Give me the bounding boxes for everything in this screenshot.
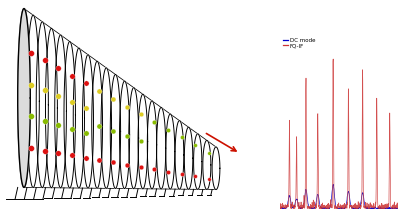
Point xyxy=(96,124,103,127)
Point xyxy=(110,97,116,101)
Point xyxy=(28,115,34,118)
Polygon shape xyxy=(110,75,120,189)
Polygon shape xyxy=(129,88,139,189)
Polygon shape xyxy=(120,81,130,189)
Polygon shape xyxy=(156,107,166,189)
Point xyxy=(28,83,34,86)
Polygon shape xyxy=(101,68,112,188)
Point xyxy=(69,74,75,77)
Point xyxy=(137,139,144,142)
Polygon shape xyxy=(64,42,76,188)
Point xyxy=(192,175,199,178)
Point xyxy=(165,170,171,173)
Point xyxy=(192,143,199,147)
Polygon shape xyxy=(82,55,94,188)
Point xyxy=(151,168,158,171)
Point xyxy=(137,112,144,116)
Point xyxy=(55,123,62,126)
Point xyxy=(124,163,130,167)
Point xyxy=(69,127,75,131)
Point xyxy=(124,134,130,137)
Point xyxy=(151,120,158,124)
Point xyxy=(55,95,62,98)
Point xyxy=(137,165,144,169)
Point xyxy=(96,158,103,162)
Polygon shape xyxy=(212,147,220,190)
Polygon shape xyxy=(36,22,48,188)
Legend: DC mode, FQ-IF: DC mode, FQ-IF xyxy=(283,38,316,48)
Point xyxy=(165,128,171,131)
Point xyxy=(55,66,62,70)
Polygon shape xyxy=(27,15,39,187)
Point xyxy=(28,147,34,150)
Polygon shape xyxy=(55,35,66,188)
Polygon shape xyxy=(194,134,202,189)
Point xyxy=(178,172,185,176)
Polygon shape xyxy=(203,140,211,190)
Point xyxy=(41,89,48,92)
Point xyxy=(41,119,48,122)
Polygon shape xyxy=(18,9,30,187)
Point xyxy=(206,151,212,154)
Point xyxy=(69,101,75,104)
Point xyxy=(41,149,48,153)
Polygon shape xyxy=(18,9,30,187)
Point xyxy=(124,105,130,108)
Polygon shape xyxy=(73,48,84,188)
Point xyxy=(82,106,89,110)
Point xyxy=(28,51,34,54)
Polygon shape xyxy=(46,28,57,188)
Polygon shape xyxy=(166,114,175,189)
Point xyxy=(110,129,116,132)
Polygon shape xyxy=(184,127,193,189)
Polygon shape xyxy=(138,94,148,189)
Point xyxy=(82,156,89,159)
Point xyxy=(110,161,116,164)
Point xyxy=(55,151,62,155)
Polygon shape xyxy=(92,61,102,188)
Point xyxy=(82,131,89,135)
Point xyxy=(82,82,89,85)
Point xyxy=(178,136,185,139)
Point xyxy=(206,177,212,180)
Point xyxy=(96,89,103,93)
Point xyxy=(41,59,48,62)
Point xyxy=(69,154,75,157)
Polygon shape xyxy=(175,121,184,189)
Polygon shape xyxy=(147,101,157,189)
